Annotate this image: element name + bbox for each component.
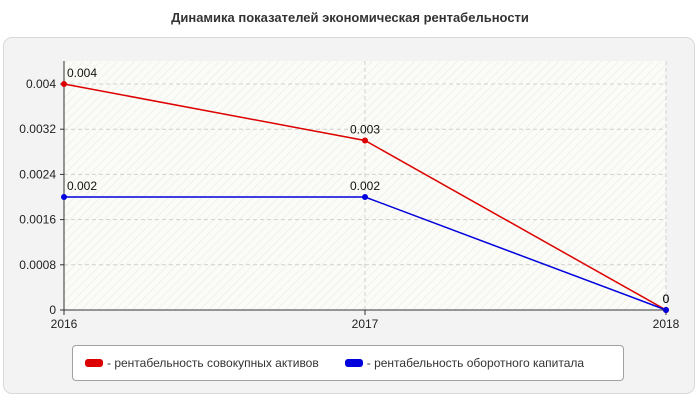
data-label: 0.003 <box>350 123 380 137</box>
x-tick-label: 2016 <box>51 317 78 331</box>
data-label: 0.002 <box>350 179 380 193</box>
data-point <box>362 194 368 200</box>
legend-label-working-capital: - рентабельность оборотного капитала <box>366 356 585 370</box>
gridlines <box>64 61 667 310</box>
legend-item-assets[interactable]: - рентабельность совокупных активов <box>85 356 319 370</box>
data-label: 0.004 <box>67 66 97 80</box>
y-tick-label: 0.0008 <box>19 258 56 272</box>
data-label: 0 <box>663 292 670 306</box>
legend-label-assets: - рентабельность совокупных активов <box>107 356 319 370</box>
x-tick-label: 2018 <box>653 317 680 331</box>
y-tick-label: 0.0024 <box>19 167 56 181</box>
y-tick-label: 0 <box>49 303 56 317</box>
x-tick-label: 2017 <box>352 317 379 331</box>
legend-swatch-assets <box>85 359 103 367</box>
data-label: 0 <box>663 292 670 306</box>
y-tick-label: 0.0032 <box>19 122 56 136</box>
data-point <box>362 137 368 144</box>
legend-swatch-working-capital <box>344 359 363 367</box>
axes <box>60 61 667 315</box>
legend: - рентабельность совокупных активов - ре… <box>72 345 624 381</box>
data-point <box>663 307 669 313</box>
legend-item-working-capital[interactable]: - рентабельность оборотного капитала <box>344 356 585 370</box>
data-label: 0.002 <box>67 179 97 193</box>
tick-labels: 0 0.0008 0.0016 0.0024 0.0032 0.004 2016 2017 20… <box>19 77 679 331</box>
chart-title: Динамика показателей экономическая рента… <box>171 10 529 25</box>
data-point <box>61 81 67 87</box>
data-point <box>61 194 67 200</box>
y-tick-label: 0.004 <box>26 77 56 91</box>
y-tick-label: 0.0016 <box>19 213 56 227</box>
